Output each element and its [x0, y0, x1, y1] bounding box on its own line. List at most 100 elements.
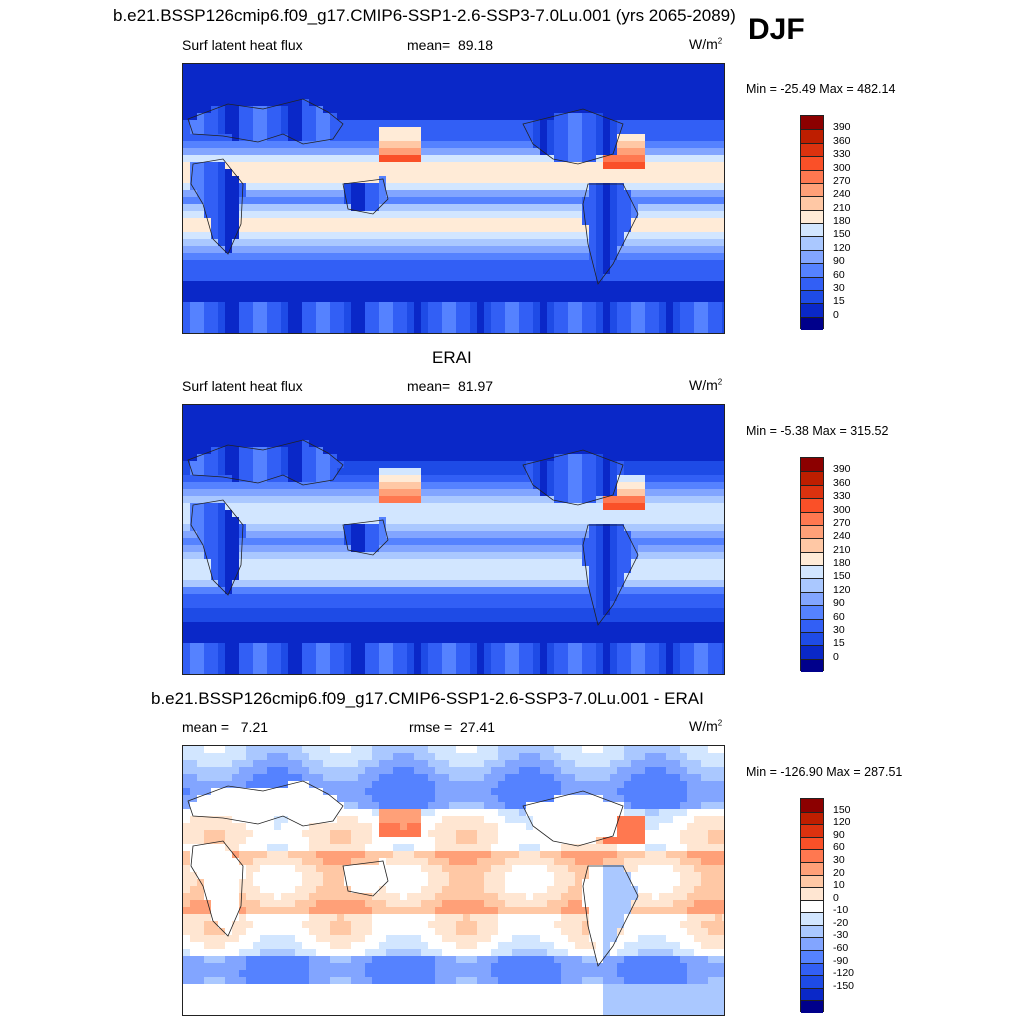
map-cell	[323, 489, 330, 496]
map-cell	[316, 148, 323, 155]
map-cell	[722, 197, 724, 204]
map-cell	[330, 225, 337, 232]
map-cell	[715, 141, 722, 148]
map-cell	[617, 517, 624, 524]
map-cell	[694, 419, 701, 426]
map-cell	[379, 246, 386, 253]
map-cell	[547, 127, 554, 134]
map-cell	[260, 552, 267, 559]
map-cell	[414, 239, 421, 246]
map-cell	[519, 559, 526, 566]
map-cell	[666, 517, 673, 524]
map-cell	[239, 316, 246, 323]
map-cell	[358, 503, 365, 510]
map-cell	[477, 218, 484, 225]
map-cell	[463, 176, 470, 183]
map-cell	[211, 559, 218, 566]
map-cell	[624, 552, 631, 559]
map-cell	[239, 211, 246, 218]
map-cell	[582, 232, 589, 239]
map-cell	[190, 475, 197, 482]
map-cell	[680, 281, 687, 288]
map-cell	[393, 475, 400, 482]
map-cell	[526, 440, 533, 447]
map-cell	[232, 176, 239, 183]
map-cell	[379, 482, 386, 489]
map-cell	[722, 71, 724, 78]
map-cell	[309, 503, 316, 510]
map-cell	[414, 510, 421, 517]
map-cell	[407, 496, 414, 503]
map-cell	[218, 246, 225, 253]
map-cell	[344, 288, 351, 295]
map-cell	[232, 155, 239, 162]
map-cell	[603, 246, 610, 253]
map-cell	[554, 253, 561, 260]
map-cell	[218, 211, 225, 218]
map-cell	[239, 169, 246, 176]
map-cell	[708, 531, 715, 538]
map-cell	[505, 545, 512, 552]
map-cell	[316, 309, 323, 316]
map-cell	[204, 169, 211, 176]
map-cell	[456, 113, 463, 120]
map-cell	[386, 454, 393, 461]
map-cell	[603, 552, 610, 559]
map-cell	[589, 566, 596, 573]
map-cell	[218, 330, 225, 333]
map-cell	[204, 253, 211, 260]
map-cell	[512, 162, 519, 169]
map-cell	[225, 239, 232, 246]
map-cell	[498, 113, 505, 120]
map-cell	[288, 113, 295, 120]
map-cell	[638, 545, 645, 552]
map-cell	[568, 510, 575, 517]
map-cell	[267, 232, 274, 239]
map-cell	[337, 412, 344, 419]
map-cell	[561, 545, 568, 552]
map-cell	[498, 85, 505, 92]
map-cell	[393, 106, 400, 113]
map-cell	[414, 64, 421, 71]
map-cell	[239, 454, 246, 461]
map-cell	[540, 496, 547, 503]
map-cell	[274, 183, 281, 190]
map-cell	[484, 232, 491, 239]
map-cell	[491, 503, 498, 510]
map-cell	[673, 106, 680, 113]
map-cell	[680, 183, 687, 190]
map-cell	[211, 510, 218, 517]
map-cell	[302, 461, 309, 468]
map-cell	[652, 120, 659, 127]
map-cell	[596, 190, 603, 197]
map-cell	[197, 440, 204, 447]
map-cell	[365, 239, 372, 246]
map-cell	[323, 64, 330, 71]
map-cell	[666, 218, 673, 225]
map-cell	[687, 78, 694, 85]
map-cell	[379, 176, 386, 183]
map-cell	[393, 169, 400, 176]
map-cell	[428, 78, 435, 85]
map-cell	[281, 496, 288, 503]
map-cell	[344, 440, 351, 447]
map-cell	[708, 141, 715, 148]
map-cell	[295, 267, 302, 274]
map-cell	[547, 274, 554, 281]
map-cell	[309, 295, 316, 302]
map-cell	[589, 190, 596, 197]
map-cell	[715, 302, 722, 309]
map-cell	[554, 176, 561, 183]
map-cell	[484, 419, 491, 426]
map-cell	[302, 64, 309, 71]
map-cell	[554, 99, 561, 106]
map-cell	[274, 433, 281, 440]
map-cell	[498, 246, 505, 253]
map-cell	[568, 566, 575, 573]
map-cell	[491, 552, 498, 559]
map-cell	[470, 426, 477, 433]
map-cell	[386, 309, 393, 316]
map-cell	[659, 316, 666, 323]
map-cell	[225, 274, 232, 281]
map-cell	[323, 330, 330, 333]
